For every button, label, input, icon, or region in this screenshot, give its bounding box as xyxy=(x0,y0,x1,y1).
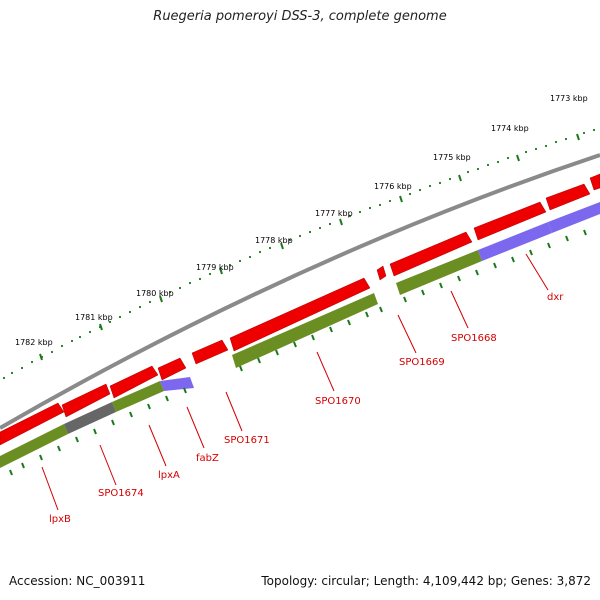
accession-text: Accession: NC_003911 xyxy=(9,574,146,588)
tick-label-1774: 1774 kbp xyxy=(491,124,529,133)
cds-next-1 xyxy=(545,183,591,211)
leader-SPO1668 xyxy=(450,290,469,329)
cog-fabZ xyxy=(160,377,194,391)
gene-label-SPO1669: SPO1669 xyxy=(399,357,445,368)
tick-dots-outer xyxy=(2,128,596,380)
cog-next xyxy=(548,202,600,233)
cog-lpxA xyxy=(112,381,164,412)
gene-label-SPO1674: SPO1674 xyxy=(98,488,144,499)
cds-fabZ xyxy=(157,357,187,381)
cds-SPO1674 xyxy=(61,383,111,418)
tick-label-1782: 1782 kbp xyxy=(15,338,53,347)
leader-dxr xyxy=(525,253,549,291)
cog-lpxB xyxy=(0,424,68,468)
gene-label-fabZ: fabZ xyxy=(196,453,219,464)
cog-track xyxy=(0,202,600,468)
major-ticks-outer xyxy=(39,133,580,361)
cog-SPO1668 xyxy=(396,250,482,295)
tick-ring-outer: 1773 kbp 1774 kbp 1775 kbp 1776 kbp 1777… xyxy=(2,94,596,380)
leader-lpxA xyxy=(148,424,167,467)
leader-lpxB xyxy=(41,466,59,511)
gene-label-SPO1668: SPO1668 xyxy=(451,333,497,344)
backbone-ring xyxy=(0,153,600,430)
gene-label-lpxB: lpxB xyxy=(49,514,71,525)
tick-label-1778: 1778 kbp xyxy=(255,236,293,245)
leader-SPO1670 xyxy=(316,351,335,392)
cds-track xyxy=(0,173,600,446)
tick-ring-inner xyxy=(9,229,587,476)
leader-SPO1669 xyxy=(397,314,417,354)
cog-SPO1674 xyxy=(64,402,116,434)
tick-label-1775: 1775 kbp xyxy=(433,153,471,162)
cds-SPO1668 xyxy=(389,231,473,277)
leader-SPO1674 xyxy=(99,444,117,486)
cds-dxr xyxy=(473,201,547,241)
gene-label-SPO1671: SPO1671 xyxy=(224,435,270,446)
tick-label-1780: 1780 kbp xyxy=(136,289,174,298)
cds-lpxA xyxy=(109,365,159,399)
cog-SPO1670 xyxy=(232,293,378,368)
cds-next-2 xyxy=(589,173,600,191)
gene-leaders xyxy=(41,253,549,511)
gene-label-lpxA: lpxA xyxy=(158,470,180,481)
gene-label-dxr: dxr xyxy=(547,292,564,303)
leader-fabZ xyxy=(186,406,205,449)
map-title: Ruegeria pomeroyi DSS-3, complete genome xyxy=(153,9,447,24)
cog-dxr xyxy=(478,222,552,261)
tick-label-1776: 1776 kbp xyxy=(374,182,412,191)
tick-label-1777: 1777 kbp xyxy=(315,209,353,218)
tick-label-1781: 1781 kbp xyxy=(75,313,113,322)
gene-label-SPO1670: SPO1670 xyxy=(315,396,361,407)
cds-SPO1669 xyxy=(376,265,387,281)
cds-lpxB xyxy=(0,402,65,446)
genome-stats-text: Topology: circular; Length: 4,109,442 bp… xyxy=(261,574,591,588)
leader-SPO1671 xyxy=(225,391,243,432)
cds-SPO1671 xyxy=(191,339,229,365)
cds-SPO1670 xyxy=(229,277,371,352)
tick-label-1773: 1773 kbp xyxy=(550,94,588,103)
tick-label-1779: 1779 kbp xyxy=(196,263,234,272)
